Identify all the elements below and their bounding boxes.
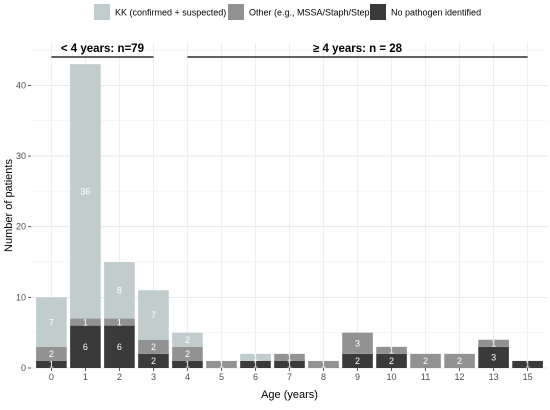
bar-segment [240,360,271,368]
bar-value-label: 1 [525,360,530,370]
bar-value-label: 1 [219,360,224,370]
bar-segment [376,353,407,368]
legend-swatch [94,4,110,20]
bar-value-label: 6 [83,342,88,352]
bar-value-label: 2 [457,356,462,366]
bar-value-label: 2 [49,349,54,359]
age-group-brackets: < 4 years: n=79 ≥ 4 years: n = 28 [51,43,528,58]
bar-value-label: 1 [287,360,292,370]
bar-segment [308,360,339,368]
x-tick-label: 11 [421,372,430,382]
y-tick-label: 10 [16,292,26,302]
x-tick-label: 0 [49,372,54,382]
bar-value-label: 1 [253,353,258,363]
bar-value-label: 1 [49,360,54,370]
y-tick-label: 20 [16,222,26,232]
x-tick-label: 12 [455,372,465,382]
bar-value-label: 2 [151,342,156,352]
bar-value-label: 2 [151,356,156,366]
x-tick-label: 3 [151,372,156,382]
bar-value-label: 2 [185,335,190,345]
bar-value-label: 2 [389,356,394,366]
bar-segment [172,360,203,368]
bar-value-label: 1 [83,317,88,327]
bar-segment [70,64,101,319]
legend-swatch [370,4,386,20]
bar-segment [104,318,135,326]
y-axis-title: Number of patients [3,159,15,252]
bar-segment [138,353,169,368]
bar-value-label: 2 [423,356,428,366]
bar-value-label: 3 [355,338,360,348]
bar-segment [104,262,135,319]
bar-segment [342,332,373,354]
bar-segment [240,353,271,361]
bar-value-label: 36 [80,187,90,197]
x-tick-label: 10 [387,372,397,382]
bar-value-label: 1 [253,360,258,370]
bar-segment [376,346,407,354]
bar-segment [478,339,509,347]
bar-value-label: 1 [389,346,394,356]
bar-value-label: 6 [117,342,122,352]
bar-value-label: 8 [117,285,122,295]
bar-value-label: 2 [185,349,190,359]
x-tick-label: 4 [185,372,190,382]
bar-segment [36,346,67,361]
x-axis-title: Age (years) [261,389,318,401]
legend-label: No pathogen identified [391,8,481,18]
bar-segment [512,360,543,368]
x-tick-label: 5 [219,372,224,382]
x-tick-label: 13 [489,372,499,382]
bar-segment [478,346,509,368]
bar-segment [172,346,203,361]
x-tick-label: 7 [287,372,292,382]
bar-segment [104,325,135,368]
x-tick-label: 8 [321,372,326,382]
bar-segment [444,353,475,368]
bar-segment [36,360,67,368]
bar-segment [172,332,203,347]
x-tick-label: 9 [355,372,360,382]
bar-segment [410,353,441,368]
bar-segment [36,297,67,347]
x-tick-label: 2 [117,372,122,382]
bar-value-label: 7 [151,310,156,320]
legend-swatch [228,4,244,20]
bar-segment [206,360,237,368]
y-tick-label: 30 [16,151,26,161]
legend: KK (confirmed + suspected) Other (e.g., M… [94,4,481,20]
x-tick-label: 15 [523,372,533,382]
bar-value-label: 1 [321,360,326,370]
legend-label: KK (confirmed + suspected) [115,8,226,18]
bars [36,64,543,368]
bar-segment [138,339,169,354]
bar-segment [274,353,305,361]
bar-value-label: 1 [185,360,190,370]
bar-value-label: 7 [49,317,54,327]
bar-value-label: 1 [117,317,122,327]
group-label: ≥ 4 years: n = 28 [313,43,403,55]
x-tick-label: 6 [253,372,258,382]
group-label: < 4 years: n=79 [61,43,144,55]
x-tick-label: 1 [83,372,88,382]
y-tick-label: 0 [21,363,26,373]
bar-value-label: 3 [491,353,496,363]
legend-label: Other (e.g., MSSA/Staph/Step) [249,8,373,18]
y-tick-label: 40 [16,80,26,90]
bar-segment [274,360,305,368]
bar-segment [70,318,101,326]
bar-value-label: 1 [491,338,496,348]
bar-value-label: 1 [287,353,292,363]
bar-segment [70,325,101,368]
bar-value-label: 2 [355,356,360,366]
bar-segment [342,353,373,368]
bar-segment [138,290,169,340]
